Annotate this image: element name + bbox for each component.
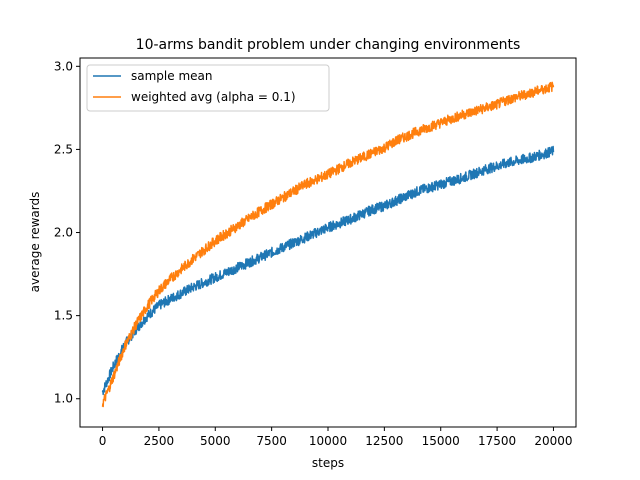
y-tick-label: 2.0 (54, 226, 73, 240)
x-axis-label: steps (312, 456, 344, 470)
x-axis: 0 2500 5000 7500 10000 12500 15000 17500 20000 (99, 427, 573, 448)
series-line-weighted-avg (101, 81, 555, 408)
y-tick-label: 2.5 (54, 142, 73, 156)
y-tick-label: 3.0 (54, 59, 73, 73)
x-tick-label: 7500 (256, 434, 287, 448)
x-tick-label: 0 (99, 434, 107, 448)
plot-frame (79, 57, 577, 428)
legend-label: weighted avg (alpha = 0.1) (131, 90, 296, 104)
y-tick-label: 1.0 (54, 392, 73, 406)
y-axis-label: average rewards (28, 192, 42, 293)
chart-title: 10-arms bandit problem under changing en… (136, 37, 521, 53)
legend-box (86, 64, 330, 112)
x-tick-label: 17500 (478, 434, 516, 448)
x-tick-label: 15000 (422, 434, 460, 448)
x-tick-label: 2500 (144, 434, 175, 448)
y-axis: 1.0 1.5 2.0 2.5 3.0 (54, 59, 80, 406)
y-tick-label: 1.5 (54, 309, 73, 323)
series-layer (101, 81, 555, 408)
x-tick-label: 12500 (365, 434, 403, 448)
series-line-sample-mean (101, 145, 555, 396)
legend: sample mean weighted avg (alpha = 0.1) (86, 64, 330, 112)
x-tick-label: 10000 (309, 434, 347, 448)
x-tick-label: 5000 (200, 434, 231, 448)
x-tick-label: 20000 (534, 434, 572, 448)
legend-label: sample mean (131, 69, 212, 83)
